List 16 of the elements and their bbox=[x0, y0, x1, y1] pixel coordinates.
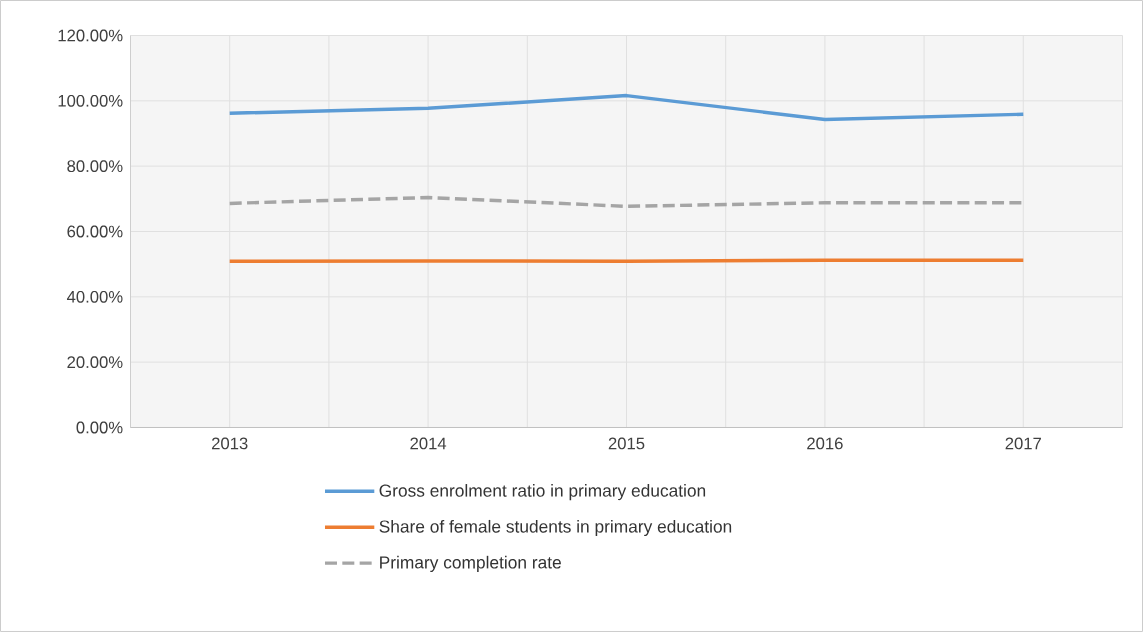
y-tick-label: 20.00% bbox=[67, 356, 123, 369]
y-tick-label: 40.00% bbox=[66, 290, 123, 303]
x-tick-label: 2013 bbox=[212, 437, 248, 450]
legend-label: Primary completion rate bbox=[380, 555, 561, 572]
y-tick-label: 100.00% bbox=[58, 94, 123, 107]
x-tick-label: 2016 bbox=[807, 437, 843, 450]
legend-label: Share of female students in primary education bbox=[379, 519, 732, 537]
y-tick-label: 80.00% bbox=[67, 160, 123, 173]
y-tick-label: 0.00% bbox=[76, 421, 123, 434]
legend-label: Gross enrolment ratio in primary education bbox=[379, 484, 706, 501]
x-tick-label: 2017 bbox=[1005, 437, 1041, 450]
y-tick-label: 120.00% bbox=[58, 29, 123, 42]
y-tick-label: 60.00% bbox=[67, 225, 123, 238]
x-tick-label: 2014 bbox=[410, 437, 447, 450]
x-tick-label: 2015 bbox=[608, 437, 645, 450]
line-series bbox=[227, 93, 1026, 122]
